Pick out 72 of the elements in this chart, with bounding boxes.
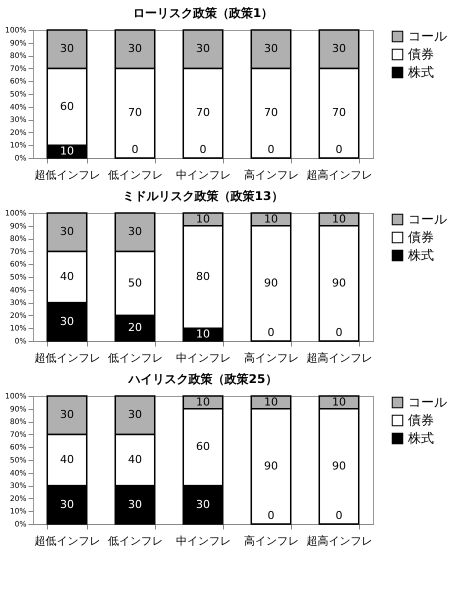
legend-label: 株式 xyxy=(407,432,434,446)
data-label: 90 xyxy=(264,459,278,472)
data-label: 0 xyxy=(336,143,342,156)
text: コール xyxy=(408,396,447,410)
text: コール xyxy=(408,212,447,228)
data-label: 10 xyxy=(264,395,278,408)
data-label: 0 xyxy=(200,143,206,156)
data-label: 30 xyxy=(128,498,142,511)
x-tick-label: 中インフレ xyxy=(176,534,231,548)
data-label: 50 xyxy=(128,276,142,290)
x-tick-label: 中インフレ xyxy=(176,352,231,364)
x-tick-label: 超高インフレ xyxy=(306,168,372,182)
x-tick-label: 低インフレ xyxy=(108,352,163,364)
data-label: 40 xyxy=(128,453,142,466)
data-label: 10 xyxy=(196,328,210,341)
x-tick-label: 高インフレ xyxy=(244,168,299,182)
x-tick-label: 超低インフレ xyxy=(34,352,100,364)
data-label: 30 xyxy=(128,408,142,422)
legend-label: 債券 xyxy=(408,414,434,428)
data-label: 10 xyxy=(332,212,346,226)
data-label: 30 xyxy=(332,42,346,56)
data-label: 70 xyxy=(332,106,346,120)
data-label: 20 xyxy=(128,321,142,334)
data-label: 10 xyxy=(196,212,210,226)
data-label: 70 xyxy=(264,106,278,120)
legend-label: コール xyxy=(408,30,447,44)
data-label: 0 xyxy=(336,326,342,339)
data-label: 30 xyxy=(60,408,74,422)
legend-label: 株式 xyxy=(407,248,434,264)
data-label: 90 xyxy=(264,276,278,290)
x-tick-label: 超低インフレ xyxy=(34,534,100,548)
data-label: 0 xyxy=(268,326,274,339)
x-tick-label: 低インフレ xyxy=(108,168,163,182)
data-label: 30 xyxy=(128,42,142,56)
x-tick-label: 低インフレ xyxy=(108,534,163,548)
x-tick-label: 超高インフレ xyxy=(306,534,372,548)
data-label: 70 xyxy=(128,106,142,120)
x-tick-label: 高インフレ xyxy=(244,534,299,548)
legend-label: 株式 xyxy=(407,66,434,80)
data-label: 30 xyxy=(264,42,278,56)
data-label: 60 xyxy=(196,440,210,454)
data-label: 80 xyxy=(196,270,210,283)
data-label: 0 xyxy=(268,143,274,156)
data-label: 10 xyxy=(332,395,346,408)
data-label: 40 xyxy=(60,453,74,466)
data-label: 30 xyxy=(60,314,74,328)
data-label: 30 xyxy=(60,498,74,511)
data-label: 40 xyxy=(60,270,74,283)
data-label: 0 xyxy=(268,509,274,522)
data-label: 10 xyxy=(196,395,210,408)
data-label: 90 xyxy=(332,276,346,290)
x-tick-label: 超低インフレ xyxy=(34,168,100,182)
data-label: 30 xyxy=(128,225,142,238)
data-label: 90 xyxy=(332,459,346,472)
data-label: 30 xyxy=(60,42,74,56)
data-label: 70 xyxy=(196,106,210,120)
data-label: 10 xyxy=(60,144,74,158)
data-label: 30 xyxy=(60,225,74,238)
data-label: 10 xyxy=(264,212,278,226)
data-label: 30 xyxy=(196,42,210,56)
chart-title: ミドルリスク政策（政策13） xyxy=(122,189,284,203)
chart-title: ローリスク政策（政策1） xyxy=(132,6,274,20)
legend-label: 債券 xyxy=(408,230,434,246)
legend-label: 債券 xyxy=(408,48,434,62)
x-tick-label: 高インフレ xyxy=(244,352,299,364)
x-tick-label: 中インフレ xyxy=(176,168,231,182)
chart-title: ハイリスク政策（政策25） xyxy=(128,372,278,386)
data-label: 0 xyxy=(132,143,138,156)
x-tick-label: 超高インフレ xyxy=(306,352,372,364)
data-label: 30 xyxy=(196,498,210,511)
data-label: 60 xyxy=(60,100,74,113)
data-label: 0 xyxy=(336,509,342,522)
